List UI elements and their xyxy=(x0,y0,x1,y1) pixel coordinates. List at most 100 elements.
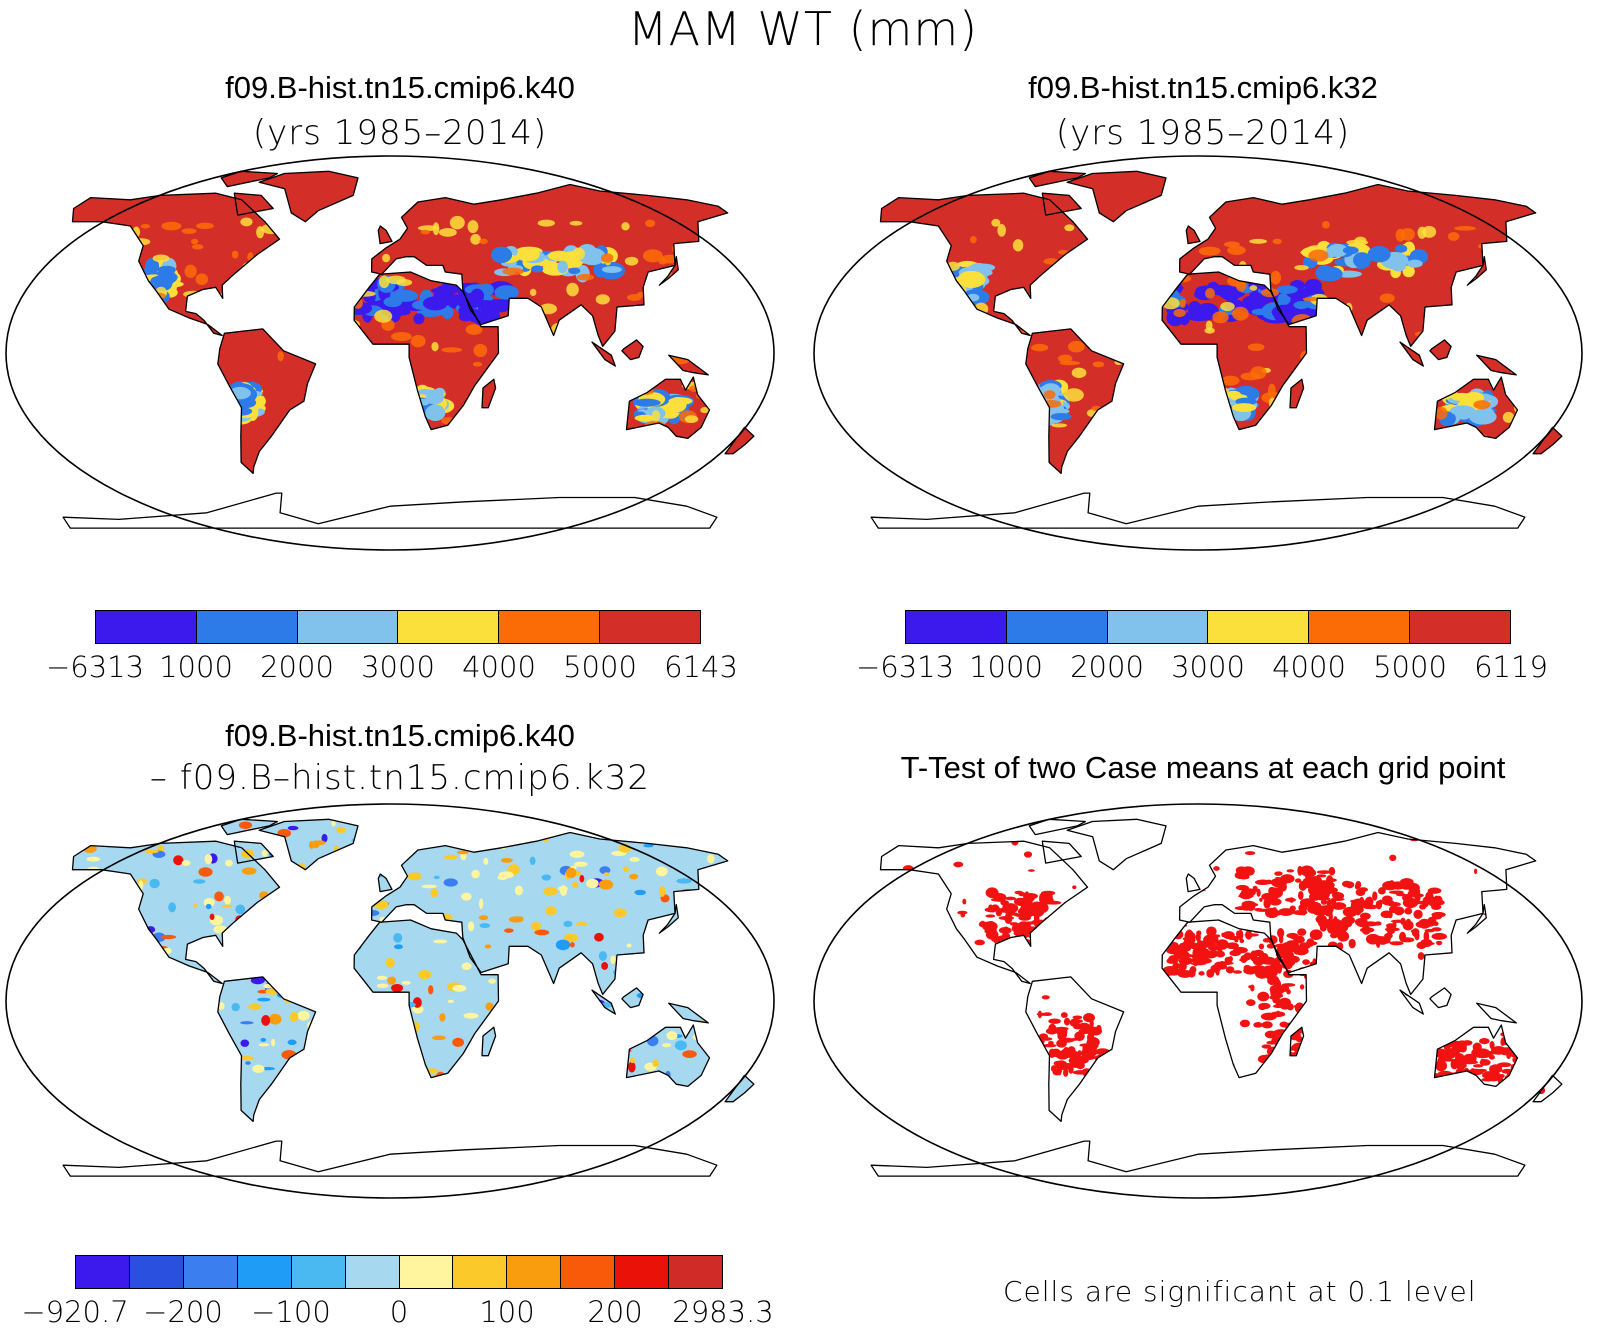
significant-cell xyxy=(1270,992,1275,997)
field-patch xyxy=(151,274,173,292)
significant-cell xyxy=(988,926,995,936)
field-patch xyxy=(1031,343,1049,352)
colorbar-swatch xyxy=(237,1256,292,1288)
colorbar-swatch xyxy=(1107,611,1209,643)
field-patch xyxy=(193,879,206,884)
coastline-japan xyxy=(658,256,679,286)
field-patch xyxy=(555,939,571,951)
significant-cell xyxy=(1333,923,1348,934)
field-patch xyxy=(486,299,512,313)
field-patch xyxy=(594,932,604,942)
field-patch xyxy=(444,854,458,860)
colorbar-swatch xyxy=(129,1256,184,1288)
significant-cell xyxy=(1068,1064,1074,1074)
field-patch xyxy=(1417,226,1427,239)
field-patch xyxy=(432,222,440,236)
field-patch xyxy=(575,922,588,927)
colorbar-swatch xyxy=(196,611,298,643)
significant-cell xyxy=(1167,967,1182,976)
field-patch xyxy=(144,849,159,854)
significant-cell xyxy=(1189,942,1199,950)
field-patch xyxy=(658,885,666,897)
significant-cell xyxy=(1387,901,1401,907)
significant-cell xyxy=(1188,932,1196,941)
map-panel-a xyxy=(5,155,775,551)
field-patch xyxy=(168,902,177,913)
significant-cell xyxy=(1239,938,1245,944)
coastline-uk xyxy=(377,873,393,893)
coastline-eurasia xyxy=(1178,183,1537,348)
significant-cell xyxy=(1299,984,1305,990)
colorbar-tick-label: 1000 xyxy=(159,650,233,684)
significant-cell xyxy=(1260,1012,1277,1021)
field-patch xyxy=(387,976,397,985)
significant-cell xyxy=(1215,969,1220,976)
field-patch xyxy=(432,1035,446,1041)
significant-cell xyxy=(1290,935,1304,940)
field-patch xyxy=(1249,285,1258,291)
significant-cell xyxy=(1375,937,1381,948)
coastline-australia xyxy=(1433,376,1519,440)
coastline-ellesmere xyxy=(220,170,279,188)
coastline-new-guinea xyxy=(668,354,709,376)
panel-c-title: f09.B-hist.tn15.cmip6.k40 xyxy=(225,718,575,753)
field-patch xyxy=(422,296,448,311)
field-patch xyxy=(160,934,177,940)
significant-cell xyxy=(1014,890,1024,895)
field-patch xyxy=(472,361,483,367)
coastline-sumatra xyxy=(1399,989,1424,1015)
significant-cell xyxy=(1009,922,1019,926)
significant-cell xyxy=(1011,924,1020,933)
field-patch xyxy=(534,929,550,936)
significant-cell xyxy=(1345,881,1355,889)
field-patch xyxy=(572,247,586,261)
significant-cell xyxy=(1201,943,1215,948)
colorbar-swatch xyxy=(669,1256,723,1288)
significant-cell xyxy=(998,916,1015,921)
significant-cell xyxy=(1025,921,1031,932)
significant-cell xyxy=(1221,932,1226,938)
field-patch xyxy=(569,220,583,226)
field-patch xyxy=(566,282,579,297)
colorbar-swatch xyxy=(615,1256,670,1288)
field-patch xyxy=(473,343,488,358)
field-patch xyxy=(644,219,656,228)
map-border xyxy=(813,155,1583,551)
field-patch xyxy=(655,866,668,877)
field-patch xyxy=(629,856,640,863)
field-patch xyxy=(376,983,389,988)
significant-cell xyxy=(1256,888,1261,897)
significant-cell xyxy=(1042,1012,1052,1017)
field-patch xyxy=(634,889,646,896)
field-patch xyxy=(314,840,326,846)
field-patch xyxy=(651,410,661,422)
significant-cell xyxy=(1072,885,1077,890)
significant-cell xyxy=(1258,943,1265,950)
field-patch xyxy=(563,933,579,942)
significant-cell xyxy=(1389,941,1404,946)
significant-cell xyxy=(1023,851,1033,858)
coastline-new-guinea xyxy=(668,1002,709,1024)
field-patch xyxy=(642,249,663,263)
field-patch xyxy=(181,228,197,234)
field-patch xyxy=(666,1031,678,1041)
colorbar-tick-label: 6119 xyxy=(1474,650,1548,684)
field-patch xyxy=(618,830,631,835)
field-patch xyxy=(382,253,391,263)
significant-cell xyxy=(1063,1046,1070,1055)
significant-cell xyxy=(1271,879,1283,888)
colorbar-tick-label: 4000 xyxy=(1272,650,1346,684)
significant-cell xyxy=(1069,1038,1080,1041)
significant-cell xyxy=(1252,885,1258,893)
field-patch xyxy=(260,1037,267,1042)
significant-cell xyxy=(990,897,1004,902)
coastline-new-guinea xyxy=(1476,1002,1517,1024)
field-patch xyxy=(1353,252,1371,269)
significant-cell xyxy=(1206,969,1215,978)
significant-cell xyxy=(1388,890,1404,894)
significant-cell xyxy=(1253,949,1264,956)
significant-cell xyxy=(1280,1000,1286,1008)
significant-cell xyxy=(998,927,1012,934)
significant-cell xyxy=(1220,961,1225,965)
significant-cell xyxy=(1235,949,1242,954)
